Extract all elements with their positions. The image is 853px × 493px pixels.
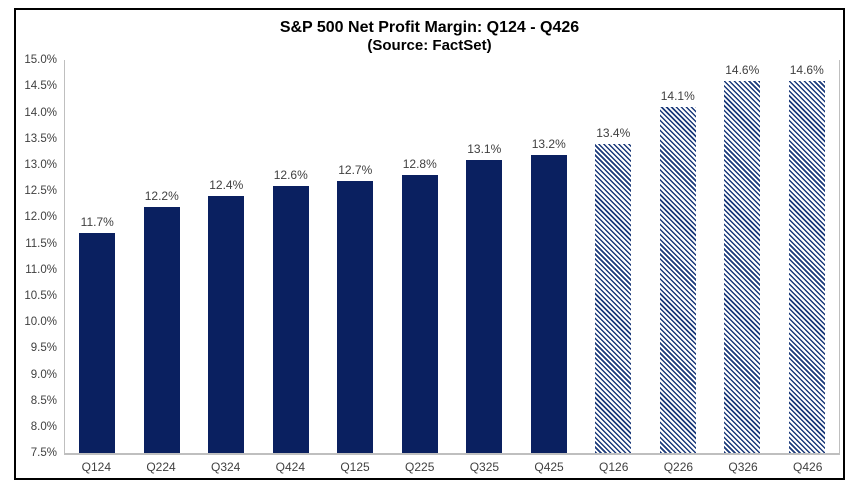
x-tick-label-q425: Q425 — [534, 460, 564, 475]
bar-slot-q124: 11.7% — [65, 60, 130, 454]
y-tick-label: 10.5% — [24, 289, 57, 302]
bar-estimate-q426 — [788, 81, 825, 454]
bar-slot-q425: 13.2% — [517, 60, 582, 454]
x-axis: Q124 Q224 Q324 Q424 Q125 Q225 Q325 Q425 Q126 Q226… — [64, 455, 840, 477]
bar-q325 — [466, 159, 503, 454]
bar-slot-q125: 12.7% — [323, 60, 388, 454]
y-tick-label: 13.0% — [24, 158, 57, 171]
bar-value-label: 11.7% — [80, 215, 114, 230]
bar-value-label: 13.1% — [467, 141, 502, 156]
y-tick-label: 9.5% — [30, 342, 57, 355]
plot-area: 11.7% 12.2% 12.4% 12.6% 12.7% 12.8% 13.1% 13.2%… — [64, 60, 840, 456]
y-tick-label: 11.0% — [25, 263, 57, 276]
bar-value-label: 12.4% — [209, 178, 244, 193]
bar-value-label: 12.8% — [402, 157, 437, 172]
bar-q125 — [337, 180, 374, 454]
bar-q124 — [79, 233, 116, 454]
bar-q425 — [530, 154, 567, 454]
y-tick-label: 7.5% — [30, 447, 57, 460]
chart-title: S&P 500 Net Profit Margin: Q124 - Q426 — [279, 19, 580, 36]
bar-q424 — [272, 185, 309, 454]
bar-value-label: 13.2% — [531, 136, 566, 151]
y-tick-label: 12.5% — [24, 185, 57, 198]
bar-value-label: 12.6% — [273, 167, 308, 182]
x-tick-label-q126: Q126 — [599, 460, 629, 475]
bar-slot-q224: 12.2% — [130, 60, 195, 454]
x-tick-label-q224: Q224 — [146, 460, 176, 475]
bar-value-label: 14.6% — [789, 63, 824, 78]
bar-value-label: 14.1% — [660, 89, 695, 104]
x-tick-label-q125: Q125 — [340, 460, 370, 475]
x-tick-label-q326: Q326 — [728, 460, 758, 475]
bar-value-label: 14.6% — [725, 63, 760, 78]
y-tick-label: 13.5% — [24, 132, 57, 145]
bar-value-label: 12.2% — [144, 188, 179, 203]
bar-estimate-q326 — [724, 81, 761, 454]
y-axis: 15.0% 14.5% 14.0% 13.5% 13.0% 12.5% 12.0% 11.5%… — [16, 54, 64, 459]
plot-column: 11.7% 12.2% 12.4% 12.6% 12.7% 12.8% 13.1% 13.2%… — [64, 60, 840, 477]
bar-estimate-q226 — [659, 107, 696, 454]
x-tick-label-q226: Q226 — [663, 460, 694, 475]
chart-body: 15.0% 14.5% 14.0% 13.5% 13.0% 12.5% 12.0% 11.5%… — [16, 54, 843, 477]
bar-slot-q325: 13.1% — [452, 60, 517, 454]
bar-q324 — [208, 196, 245, 454]
bar-slot-q326: 14.6% — [710, 60, 775, 454]
x-tick-label-q324: Q324 — [211, 460, 241, 475]
x-tick-label-q426: Q426 — [793, 460, 823, 475]
chart-subtitle: (Source: FactSet) — [367, 37, 492, 55]
y-tick-label: 11.5% — [25, 237, 57, 250]
x-tick-label-q424: Q424 — [275, 460, 306, 475]
y-tick-label: 12.0% — [24, 211, 57, 224]
y-tick-label: 8.0% — [30, 420, 57, 433]
bar-value-label: 12.7% — [338, 162, 373, 177]
chart-frame: S&P 500 Net Profit Margin: Q124 - Q426 (… — [14, 8, 845, 480]
bar-slot-q226: 14.1% — [646, 60, 711, 454]
bar-slot-q424: 12.6% — [259, 60, 324, 454]
bar-slot-q426: 14.6% — [775, 60, 840, 454]
bar-value-label: 13.4% — [596, 126, 631, 141]
bar-estimate-q126 — [595, 144, 632, 454]
y-tick-label: 8.5% — [30, 394, 57, 407]
y-tick-label: 10.0% — [24, 316, 57, 329]
bar-slot-q126: 13.4% — [581, 60, 646, 454]
bar-slot-q225: 12.8% — [388, 60, 453, 454]
bar-slot-q324: 12.4% — [194, 60, 259, 454]
y-tick-label: 15.0% — [24, 54, 57, 67]
x-tick-label-q225: Q225 — [405, 460, 435, 475]
bar-q225 — [401, 175, 438, 454]
x-tick-label-q325: Q325 — [469, 460, 500, 475]
y-tick-label: 14.0% — [24, 106, 57, 119]
y-tick-label: 9.0% — [30, 368, 57, 381]
bar-q224 — [143, 206, 180, 454]
y-tick-label: 14.5% — [24, 80, 57, 93]
x-tick-label-q124: Q124 — [81, 460, 112, 475]
